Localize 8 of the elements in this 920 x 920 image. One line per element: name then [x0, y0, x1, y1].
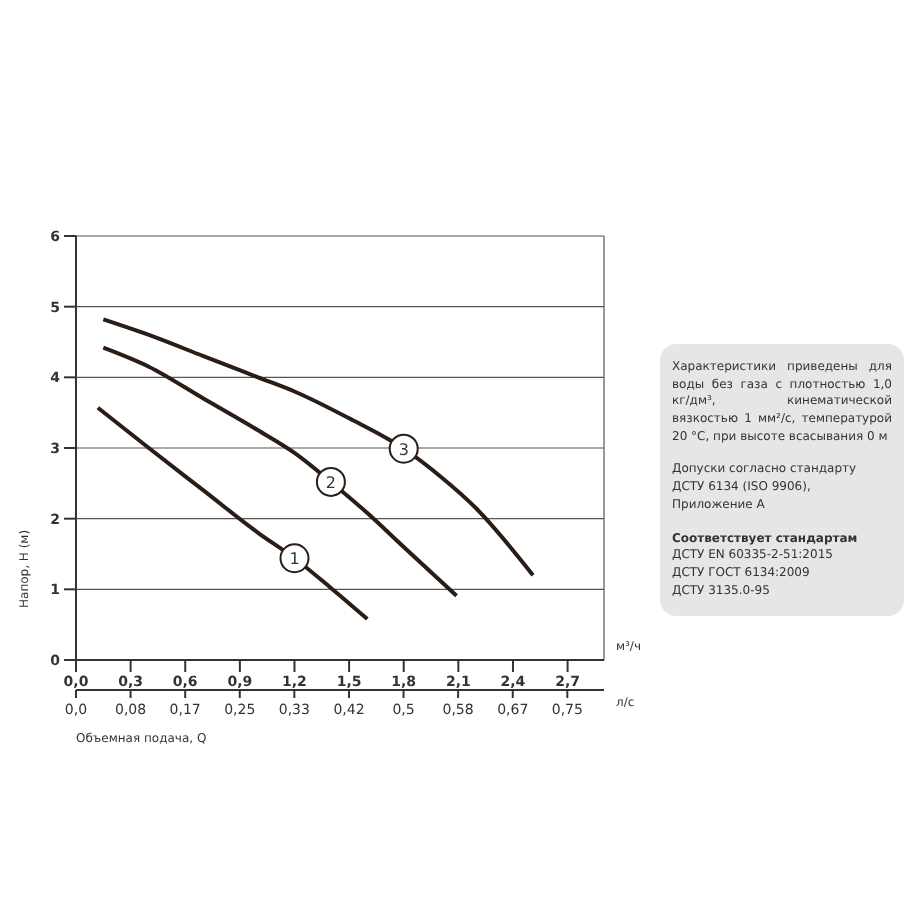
line-series — [95, 405, 370, 622]
series-label: 1 — [289, 550, 300, 569]
line-series — [101, 345, 459, 598]
line-series — [101, 317, 535, 578]
series-label: 3 — [398, 440, 409, 459]
series-label: 2 — [325, 473, 336, 492]
point — [315, 466, 346, 497]
point — [279, 543, 310, 574]
